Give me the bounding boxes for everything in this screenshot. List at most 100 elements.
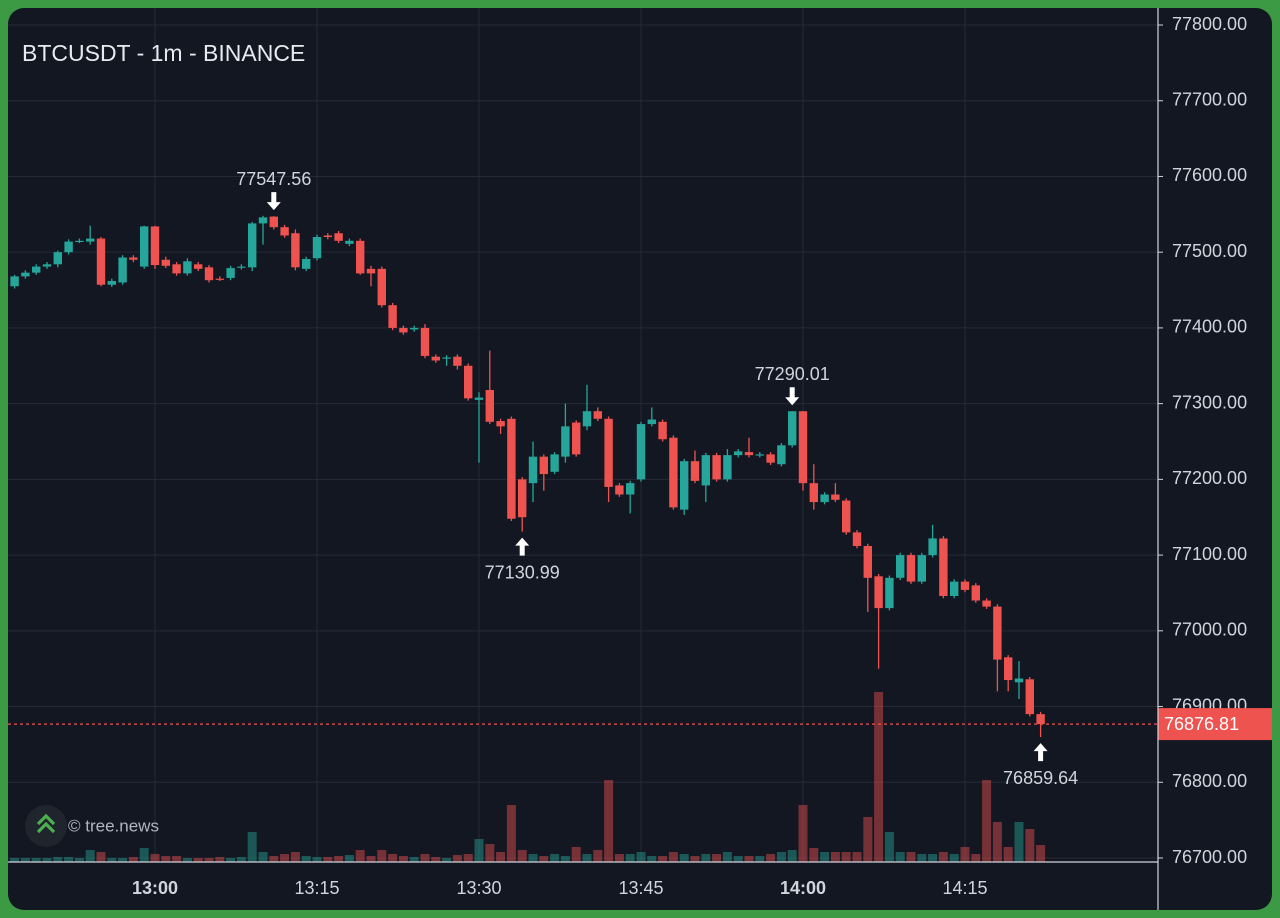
watermark-text: © tree.news bbox=[68, 816, 159, 835]
candle-body bbox=[831, 494, 840, 500]
candle-body bbox=[755, 454, 764, 456]
chart: 76700.0076800.0076900.0077000.0077100.00… bbox=[8, 8, 1272, 910]
candle-body bbox=[528, 456, 538, 484]
volume-bar bbox=[161, 856, 171, 862]
volume-bar bbox=[506, 805, 516, 862]
volume-bar bbox=[820, 852, 830, 862]
overlay: 76700.0076800.0076900.0077000.0077100.00… bbox=[8, 14, 1272, 898]
y-tick-label: 77800.00 bbox=[1172, 14, 1247, 34]
candle-body bbox=[204, 267, 214, 281]
candle-body bbox=[723, 455, 732, 480]
volume-pane bbox=[10, 692, 1046, 862]
volume-bar bbox=[895, 852, 905, 862]
extreme-marker: 77547.56 bbox=[236, 169, 311, 211]
volume-bar bbox=[960, 847, 970, 862]
volume-bar bbox=[452, 855, 462, 862]
candle-body bbox=[582, 411, 592, 427]
candle-body bbox=[334, 233, 343, 241]
x-tick-label: 13:45 bbox=[618, 878, 663, 898]
volume-bar bbox=[398, 856, 408, 862]
marker-label: 77130.99 bbox=[485, 562, 560, 582]
candle-body bbox=[107, 280, 116, 285]
y-tick-label: 76800.00 bbox=[1172, 771, 1247, 791]
candle-body bbox=[194, 264, 203, 269]
candle-body bbox=[485, 390, 494, 422]
candle-body bbox=[453, 356, 462, 366]
extreme-marker: 76859.64 bbox=[1003, 743, 1078, 788]
volume-bar bbox=[10, 858, 20, 862]
candle-body bbox=[1025, 679, 1034, 715]
candle-body bbox=[323, 235, 332, 238]
candle-body bbox=[561, 426, 570, 457]
candle-body bbox=[75, 240, 84, 243]
y-tick-label: 77700.00 bbox=[1172, 89, 1247, 109]
volume-bar bbox=[830, 852, 840, 862]
volume-bar bbox=[982, 780, 992, 862]
volume-bar bbox=[1003, 847, 1013, 862]
marker-arrow bbox=[785, 387, 800, 406]
candle-body bbox=[269, 216, 278, 228]
volume-bar bbox=[53, 857, 63, 862]
volume-bar bbox=[539, 856, 549, 862]
volume-bar bbox=[971, 854, 981, 862]
volume-bar bbox=[139, 848, 149, 862]
candle-body bbox=[1036, 714, 1045, 725]
candle-body bbox=[150, 226, 160, 266]
volume-bar bbox=[204, 858, 214, 862]
volume-bar bbox=[884, 832, 894, 862]
volume-bar bbox=[323, 857, 333, 862]
candle-body bbox=[863, 546, 872, 578]
volume-bar bbox=[863, 817, 873, 862]
volume-bar bbox=[744, 856, 754, 862]
volume-bar bbox=[701, 854, 711, 862]
volume-bar bbox=[722, 852, 732, 862]
candle-body bbox=[615, 485, 624, 495]
volume-bar bbox=[442, 858, 452, 862]
candle-body bbox=[431, 356, 440, 361]
candle-body bbox=[971, 585, 980, 601]
volume-bar bbox=[226, 858, 236, 862]
x-tick-label: 13:00 bbox=[132, 878, 178, 898]
volume-bar bbox=[690, 856, 700, 862]
volume-bar bbox=[1036, 845, 1046, 862]
candle-body bbox=[356, 240, 365, 274]
candle-body bbox=[842, 500, 851, 533]
candle-body bbox=[215, 278, 224, 280]
candle-body bbox=[21, 272, 30, 277]
volume-bar bbox=[917, 854, 927, 862]
volume-bar bbox=[809, 848, 819, 862]
chart-title: BTCUSDT - 1m - BINANCE bbox=[22, 40, 305, 66]
volume-bar bbox=[474, 839, 484, 862]
candle-body bbox=[734, 451, 743, 456]
volume-bar bbox=[409, 857, 419, 862]
y-tick-label: 77300.00 bbox=[1172, 392, 1247, 412]
y-tick-label: 77200.00 bbox=[1172, 468, 1247, 488]
y-tick-label: 77600.00 bbox=[1172, 165, 1247, 185]
volume-bar bbox=[614, 854, 624, 862]
volume-bar bbox=[42, 858, 52, 862]
y-tick-label: 77500.00 bbox=[1172, 241, 1247, 261]
volume-bar bbox=[463, 854, 473, 862]
volume-bar bbox=[679, 854, 689, 862]
volume-bar bbox=[64, 857, 74, 862]
volume-bar bbox=[571, 847, 581, 862]
candle-body bbox=[64, 241, 73, 253]
candle-body bbox=[939, 538, 948, 596]
volume-bar bbox=[236, 857, 246, 862]
volume-bar bbox=[593, 850, 603, 862]
volume-bar bbox=[431, 857, 441, 862]
extreme-marker: 77290.01 bbox=[755, 364, 830, 406]
volume-bar bbox=[787, 850, 797, 862]
candle-body bbox=[420, 327, 430, 356]
volume-bar bbox=[344, 855, 354, 862]
volume-bar bbox=[992, 822, 1002, 862]
volume-bar bbox=[647, 856, 657, 862]
volume-bar bbox=[377, 850, 387, 862]
marker-arrow bbox=[515, 537, 530, 556]
candle-body bbox=[388, 305, 397, 328]
volume-bar bbox=[733, 856, 743, 862]
candle-body bbox=[669, 437, 678, 508]
volume-bar bbox=[517, 850, 527, 862]
volume-bar bbox=[1025, 829, 1035, 862]
volume-bar bbox=[906, 852, 916, 862]
